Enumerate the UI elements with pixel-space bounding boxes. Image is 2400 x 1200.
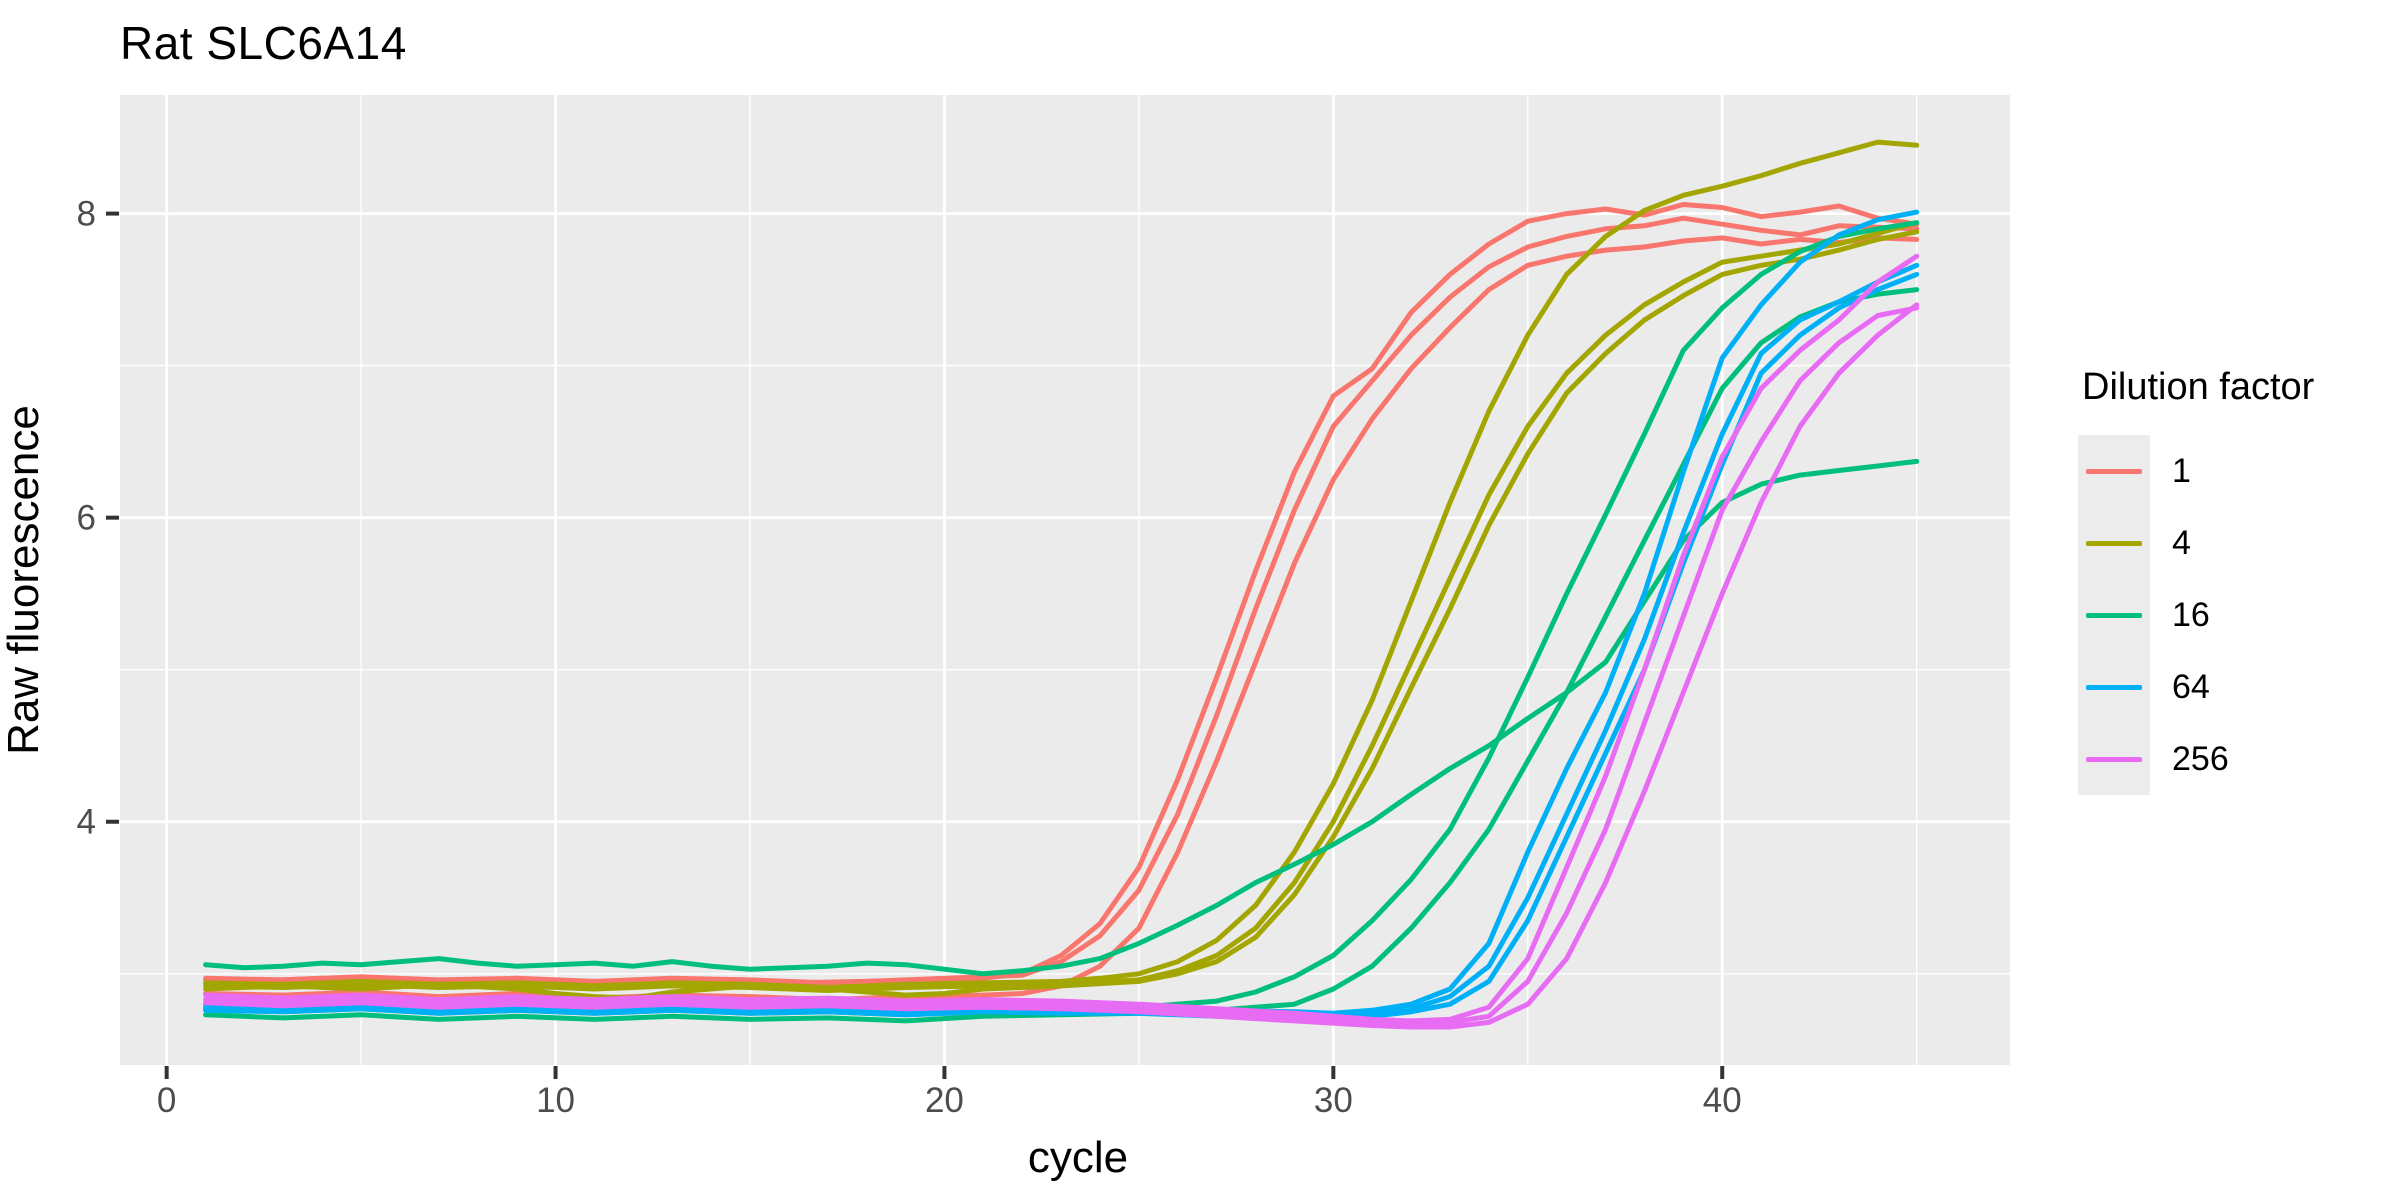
legend-key-line <box>2086 540 2142 546</box>
legend-label: 16 <box>2172 595 2210 634</box>
legend-key-line <box>2086 612 2142 618</box>
legend-key-swatch <box>2078 579 2150 651</box>
legend-label: 4 <box>2172 523 2191 562</box>
series-lines <box>203 139 1920 1030</box>
legend-key-line <box>2086 756 2142 762</box>
legend-key-swatch <box>2078 651 2150 723</box>
axis-tick-labels: 0 10 20 30 40 4 6 8 <box>77 195 1742 1120</box>
chart-title: Rat SLC6A14 <box>120 17 407 69</box>
legend-key-swatch <box>2078 435 2150 507</box>
legend-title: Dilution factor <box>2082 366 2315 408</box>
legend-item-1: 1 <box>2078 435 2314 507</box>
x-axis-title: cycle <box>1028 1133 1128 1182</box>
legend-item-4: 4 <box>2078 507 2314 579</box>
series-line-dilution4-rep3 <box>203 229 1920 1001</box>
legend-item-64: 64 <box>2078 651 2314 723</box>
x-tick-label: 30 <box>1314 1081 1353 1120</box>
y-tick-label: 4 <box>77 803 96 842</box>
axis-tick-marks <box>106 211 1725 1079</box>
major-gridlines <box>120 95 2010 1065</box>
series-line-dilution16-rep2 <box>203 287 1920 1024</box>
legend-items: 1 4 16 64 256 <box>2078 435 2314 795</box>
legend-label: 256 <box>2172 739 2229 778</box>
series-line-dilution256-rep3 <box>203 302 1920 1030</box>
x-tick-label: 10 <box>536 1081 575 1120</box>
legend: Dilution factor 1 4 16 64 256 <box>2078 366 2314 795</box>
legend-label: 1 <box>2172 451 2191 490</box>
series-line-dilution1-rep2 <box>203 215 1920 986</box>
series-line-dilution4-rep1 <box>203 139 1920 990</box>
series-line-dilution4-rep2 <box>203 220 1920 993</box>
legend-key-line <box>2086 468 2142 474</box>
minor-gridlines <box>120 95 2010 1065</box>
x-tick-label: 40 <box>1703 1081 1742 1120</box>
y-tick-label: 8 <box>77 195 96 234</box>
x-tick-label: 20 <box>925 1081 964 1120</box>
legend-key-swatch <box>2078 507 2150 579</box>
legend-key-swatch <box>2078 723 2150 795</box>
y-axis-title: Raw fluorescence <box>0 405 48 755</box>
legend-item-256: 256 <box>2078 723 2314 795</box>
legend-label: 64 <box>2172 667 2210 706</box>
y-tick-label: 6 <box>77 499 96 538</box>
series-line-dilution256-rep1 <box>203 253 1920 1024</box>
x-tick-label: 0 <box>157 1081 176 1120</box>
series-line-dilution256-rep2 <box>203 305 1920 1027</box>
legend-item-16: 16 <box>2078 579 2314 651</box>
legend-key-line <box>2086 684 2142 690</box>
